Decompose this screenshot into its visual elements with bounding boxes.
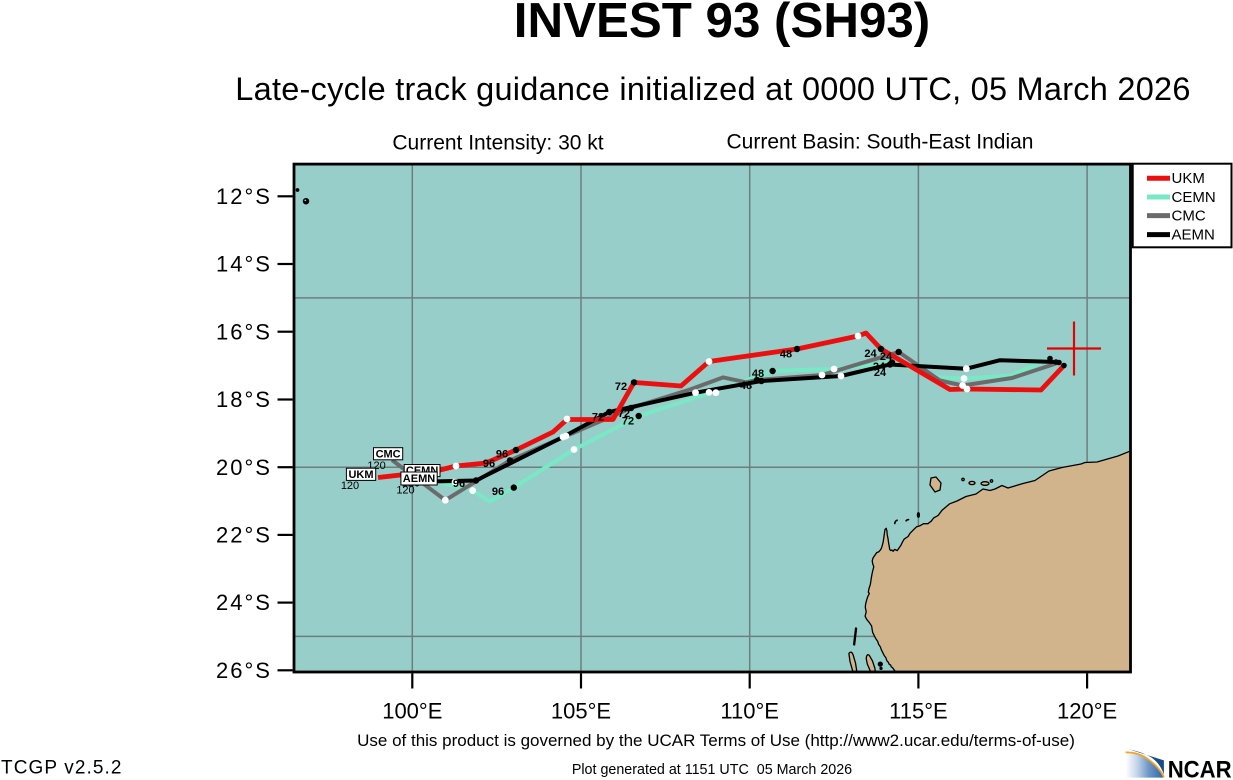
svg-text:Plot generated at 1151 UTC 05: Plot generated at 1151 UTC 05 March 2026 [572,762,852,778]
svg-text:48: 48 [740,380,752,392]
svg-text:72: 72 [615,381,627,393]
svg-text:120: 120 [341,480,359,492]
svg-text:96: 96 [496,449,508,461]
svg-text:24: 24 [874,367,887,379]
svg-text:110°E: 110°E [720,699,779,724]
svg-text:Use of this product is governe: Use of this product is governed by the U… [357,731,1075,750]
svg-text:72: 72 [622,416,634,428]
svg-text:20°S: 20°S [216,455,272,480]
svg-text:24: 24 [864,348,877,360]
svg-text:72: 72 [618,408,630,420]
svg-text:UKM: UKM [1172,170,1205,187]
svg-text:105°E: 105°E [551,699,611,724]
svg-text:18°S: 18°S [216,387,272,412]
svg-text:115°E: 115°E [889,699,948,724]
svg-text:12°S: 12°S [216,184,272,209]
svg-text:CMC: CMC [376,448,401,460]
svg-text:120°E: 120°E [1057,699,1117,724]
svg-text:Late-cycle track guidance init: Late-cycle track guidance initialized at… [235,71,1190,107]
svg-text:16°S: 16°S [216,319,272,344]
svg-text:TCGP v2.5.2: TCGP v2.5.2 [1,758,123,779]
svg-text:NCAR: NCAR [1168,757,1232,780]
svg-text:96: 96 [492,486,504,498]
svg-text:26°S: 26°S [216,658,272,683]
svg-text:UKM: UKM [348,469,373,481]
svg-text:24°S: 24°S [216,590,272,615]
svg-text:CMC: CMC [1172,208,1206,225]
svg-text:AEMN: AEMN [1172,227,1215,244]
svg-text:INVEST 93 (SH93): INVEST 93 (SH93) [514,0,930,48]
svg-text:22°S: 22°S [216,523,272,548]
svg-text:AEMN: AEMN [403,473,435,485]
svg-text:CEMN: CEMN [1172,189,1216,206]
svg-text:Current Intensity: 30 kt: Current Intensity: 30 kt [392,132,603,155]
svg-text:14°S: 14°S [216,252,272,277]
svg-text:48: 48 [780,349,792,361]
svg-text:120: 120 [396,485,414,497]
svg-text:100°E: 100°E [382,699,442,724]
svg-text:72: 72 [592,412,604,424]
svg-text:48: 48 [752,368,764,380]
svg-text:24: 24 [873,361,886,373]
svg-text:24: 24 [880,351,893,363]
svg-text:96: 96 [453,478,465,490]
svg-text:Current Basin: South-East Indi: Current Basin: South-East Indian [726,131,1033,154]
svg-text:96: 96 [483,458,495,470]
